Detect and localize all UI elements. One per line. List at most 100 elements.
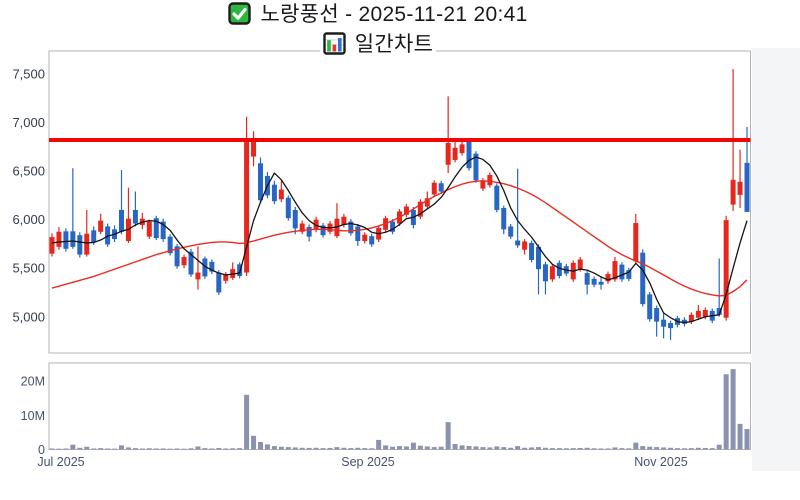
green-checkbox-icon [228, 2, 252, 32]
volume-bar [619, 448, 625, 450]
volume-bar [278, 446, 284, 450]
volume-bar [91, 448, 97, 450]
candle-down [529, 242, 535, 260]
candle-down [105, 226, 111, 245]
candle-up [445, 142, 451, 165]
candle-up [459, 144, 465, 154]
volume-bar [438, 446, 444, 450]
candle-up [146, 221, 152, 237]
candle-down [584, 273, 590, 285]
volume-tick-label: 10M [21, 409, 45, 423]
volume-bar [285, 447, 291, 450]
volume-bar [584, 447, 590, 450]
candle-down [681, 319, 687, 324]
candle-down [209, 261, 215, 272]
candle-down [536, 246, 541, 270]
candle-down [466, 141, 472, 169]
volume-bar [473, 446, 479, 450]
volume-bar [63, 448, 69, 450]
candle-up [577, 259, 583, 270]
volume-bar [424, 446, 430, 450]
candle-down [167, 236, 173, 254]
candle-down [153, 218, 159, 239]
candle-down [591, 278, 597, 285]
volume-bar [397, 446, 402, 450]
volume-bar [716, 444, 722, 450]
candle-up [98, 220, 104, 232]
candle-down [515, 240, 521, 246]
candle-down [744, 162, 750, 212]
candle-down [501, 207, 507, 230]
volume-bar [529, 447, 535, 450]
volume-bar [139, 448, 145, 450]
volume-bar [681, 448, 687, 450]
price-tick-label: 6,500 [12, 164, 45, 179]
candle-up [424, 198, 430, 207]
chart-title-block: 노랑풍선 - 2025-11-21 20:41 일간차트 [0, 2, 756, 62]
right-margin [752, 48, 800, 471]
candle-up [549, 266, 555, 280]
candle-up [480, 180, 486, 189]
candle-up [341, 216, 347, 225]
volume-bar [376, 439, 382, 450]
volume-bar [244, 394, 250, 450]
volume-bar [515, 446, 521, 450]
candle-down [661, 319, 667, 327]
candle-down [355, 226, 361, 242]
candle-up [299, 223, 305, 232]
volume-bar [105, 448, 111, 450]
volume-bar [730, 369, 736, 450]
candle-down [626, 270, 632, 279]
candle-down [716, 308, 722, 315]
candle-down [542, 264, 548, 282]
candle-down [654, 308, 660, 322]
volume-bar [132, 448, 138, 450]
date-axis-labels: Jul 2025 Sep 2025 Nov 2025 [37, 455, 687, 469]
volume-bar [306, 447, 312, 450]
candle-up [487, 174, 493, 186]
volume-bar [369, 448, 375, 450]
volume-bar [661, 447, 667, 450]
candle-up [612, 261, 618, 280]
price-tick-label: 5,000 [12, 309, 45, 324]
candle-up [723, 220, 729, 318]
candle-down [216, 272, 222, 293]
candle-down [556, 262, 562, 276]
volume-bar [202, 448, 208, 450]
volume-bar [494, 446, 500, 450]
volume-bar [403, 446, 409, 450]
volume-bar [348, 448, 354, 450]
candle-up [737, 181, 743, 195]
volume-bar [445, 422, 451, 450]
volume-bar [549, 448, 555, 450]
candle-down [91, 230, 97, 242]
volume-bar [536, 447, 541, 450]
candle-up [251, 140, 257, 157]
candle-down [668, 323, 674, 329]
candle-down [285, 197, 291, 219]
candle-down [119, 209, 124, 232]
volume-bar [459, 445, 465, 450]
volume-bar [341, 447, 347, 450]
candle-down [390, 221, 396, 232]
candle-down [320, 225, 326, 236]
price-plot-area [48, 50, 751, 354]
candle-up [181, 257, 187, 266]
volume-bar [327, 447, 333, 450]
ma-slow-polyline [51, 180, 748, 297]
volume-bar [146, 448, 152, 450]
price-axis-labels: 7,500 7,000 6,500 6,000 5,500 5,000 [12, 67, 45, 325]
volume-bar [688, 448, 694, 450]
volume-bar [591, 448, 597, 450]
volume-bar [577, 447, 583, 450]
candle-up [417, 201, 423, 217]
volume-bar [640, 446, 646, 450]
price-tick-label: 5,500 [12, 261, 45, 276]
candle-up [278, 189, 284, 200]
candle-up [431, 182, 437, 195]
volume-bar [125, 447, 131, 450]
volume-bar [501, 447, 507, 450]
candle-up [688, 314, 694, 322]
volume-bar [160, 448, 166, 450]
